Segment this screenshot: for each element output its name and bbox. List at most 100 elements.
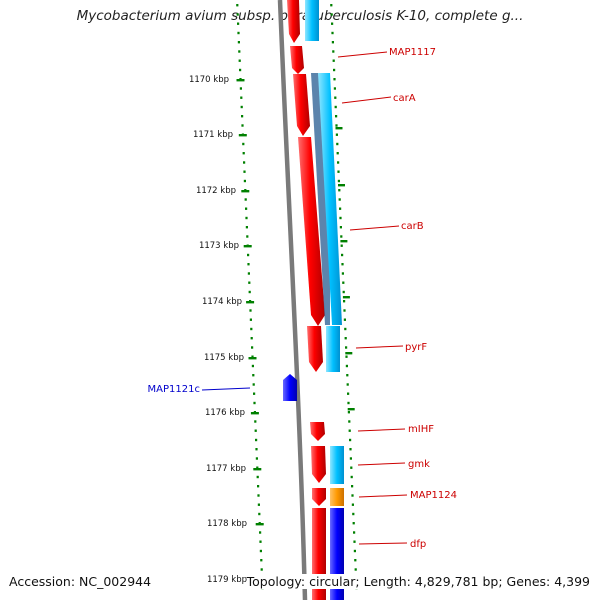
- ruler-dot: [260, 568, 263, 571]
- gene-gmk-feature[interactable]: [311, 446, 326, 483]
- outer-track-dot: [343, 300, 346, 303]
- topology-text: Topology: circular; Length: 4,829,781 bp…: [246, 574, 590, 589]
- gene-map1117b-feature[interactable]: [290, 46, 304, 74]
- outer-track-dot: [331, 22, 334, 25]
- gene-label-mihf[interactable]: mIHF: [408, 424, 434, 435]
- ruler-major-tick: [255, 523, 264, 526]
- outer-track-dot: [337, 161, 340, 164]
- outer-track-tick: [340, 240, 348, 243]
- gene-label-pyrf[interactable]: pyrF: [405, 342, 427, 353]
- ruler-label-1174: 1174 kbp: [202, 297, 242, 307]
- ruler-dot: [260, 559, 263, 562]
- outer-track: [330, 4, 358, 590]
- gene-mihf-feature[interactable]: [310, 422, 325, 441]
- ruler-dot: [255, 438, 258, 442]
- gene-map1121c-feature[interactable]: [283, 374, 297, 401]
- ruler-dot: [238, 50, 241, 53]
- gene-label-carb[interactable]: carB: [401, 221, 424, 232]
- ruler-dot: [242, 152, 245, 155]
- ruler-label-1171: 1171 kbp: [193, 130, 233, 140]
- ruler-dot: [240, 105, 243, 109]
- cds-carb-feature[interactable]: [318, 73, 342, 325]
- cds-pyrf-feature[interactable]: [326, 326, 340, 372]
- ruler-dot: [249, 318, 252, 321]
- ruler-label-1176: 1176 kbp: [205, 408, 245, 418]
- gene-label-gmk[interactable]: gmk: [408, 459, 430, 470]
- gene-map1124-feature[interactable]: [312, 488, 326, 506]
- outer-track-dot: [333, 78, 336, 81]
- gene-label-map1121c[interactable]: MAP1121c: [148, 384, 200, 395]
- outer-track-dot: [335, 124, 338, 127]
- outer-track-dot: [348, 429, 351, 432]
- ruler-dot: [243, 179, 246, 183]
- ruler-label-1175: 1175 kbp: [204, 353, 244, 363]
- outer-track-dot: [343, 318, 346, 321]
- ruler-dot: [242, 142, 245, 146]
- gene-pyrf-feature[interactable]: [307, 326, 323, 372]
- ruler-dot: [254, 420, 257, 423]
- ruler-dot: [237, 41, 240, 44]
- outer-track-dot: [338, 189, 341, 192]
- outer-track-dot: [341, 253, 344, 257]
- ruler-dot: [237, 31, 240, 35]
- ruler-label-1172: 1172 kbp: [196, 186, 236, 196]
- ruler-dot: [252, 383, 255, 386]
- outer-track-dot: [347, 392, 350, 395]
- outer-track-dot: [348, 420, 351, 423]
- ruler-dot: [256, 466, 259, 469]
- outer-track-dot: [354, 559, 357, 562]
- outer-track-dot: [349, 457, 352, 460]
- gene-label-cara[interactable]: carA: [393, 93, 416, 104]
- ruler-dot: [236, 13, 239, 16]
- outer-track-dot: [352, 512, 355, 516]
- outer-track-dot: [332, 59, 335, 62]
- ruler-dot: [247, 272, 250, 275]
- outer-track-dot: [336, 152, 339, 155]
- ruler-dot: [258, 512, 261, 516]
- ruler-dot: [241, 115, 244, 118]
- ruler-dot: [257, 494, 260, 497]
- ruler-major-tick: [246, 301, 255, 304]
- ruler-dot: [259, 540, 262, 543]
- outer-track-dot: [334, 96, 337, 99]
- gene-label-dfp[interactable]: dfp: [410, 539, 426, 550]
- gene-label-map1117[interactable]: MAP1117: [389, 47, 436, 58]
- ruler-dot: [247, 263, 250, 266]
- ruler-dot: [255, 457, 258, 460]
- cds-map1117-feature[interactable]: [305, 0, 319, 41]
- ruler-dot: [246, 235, 249, 238]
- gene-map1117-feature[interactable]: [287, 0, 300, 43]
- ruler-dot: [245, 226, 248, 229]
- outer-track-dot: [333, 68, 336, 72]
- ruler-major-tick: [238, 134, 247, 137]
- gene-label-map1124[interactable]: MAP1124: [410, 490, 457, 501]
- ruler-dot: [251, 364, 254, 368]
- ruler-dot: [256, 475, 259, 479]
- outer-track-dot: [344, 327, 347, 331]
- outer-track-dot: [341, 272, 344, 275]
- ruler-label-1173: 1173 kbp: [199, 241, 239, 251]
- ruler-labels: 1170 kbp 1171 kbp 1172 kbp 1173 kbp 1174…: [189, 75, 247, 585]
- outer-track-dot: [337, 170, 340, 173]
- ruler-major-tick: [243, 245, 252, 248]
- ruler-dot: [257, 485, 260, 488]
- ruler-dot: [240, 96, 243, 99]
- ruler-dot: [247, 253, 250, 257]
- gene-cara-feature[interactable]: [293, 74, 310, 136]
- ruler-dot: [250, 337, 253, 340]
- cds-gmk-feature[interactable]: [330, 446, 344, 484]
- ruler-label-1170: 1170 kbp: [189, 75, 229, 85]
- ruler-dot: [253, 401, 256, 405]
- outer-track-dot: [341, 263, 344, 266]
- outer-track-dot: [353, 540, 356, 543]
- outer-track-dot: [331, 31, 334, 35]
- outer-track-dot: [334, 105, 337, 109]
- outer-track-dot: [332, 50, 335, 53]
- ruler-dot: [257, 503, 260, 506]
- ruler-dot: [251, 346, 254, 349]
- gene-carb-feature[interactable]: [298, 137, 325, 326]
- outer-track-tick: [335, 127, 343, 130]
- ruler-dot: [259, 549, 262, 553]
- cds-map1124-feature[interactable]: [330, 488, 344, 506]
